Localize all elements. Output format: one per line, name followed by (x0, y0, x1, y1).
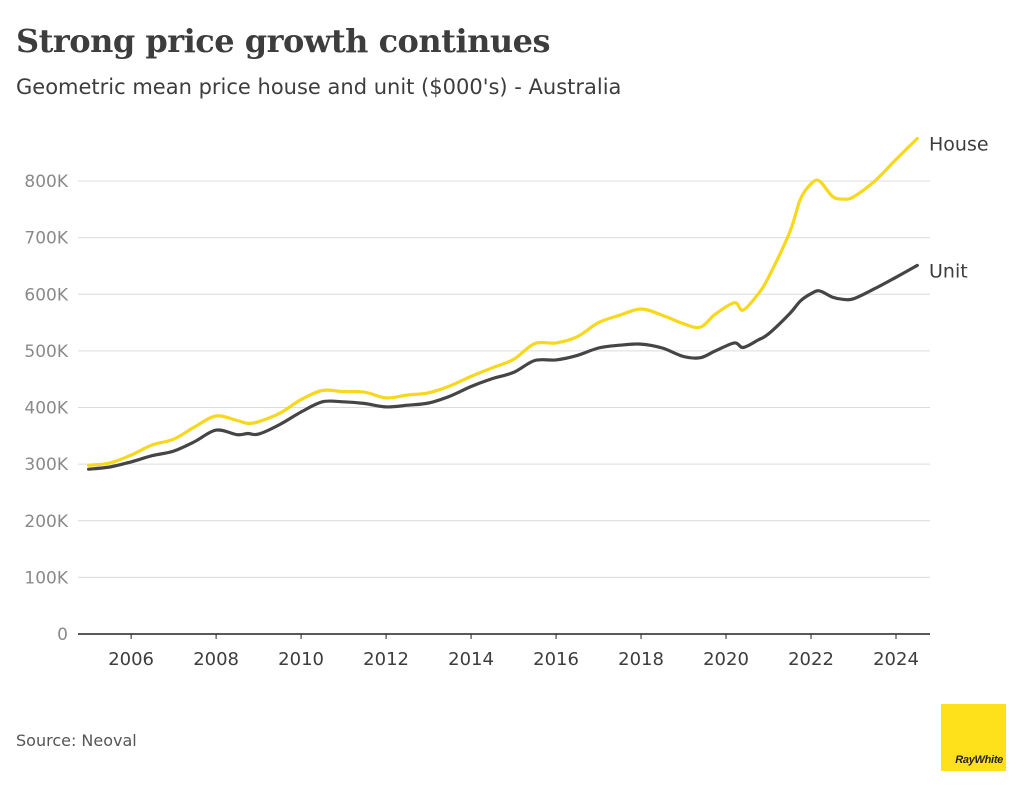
x-tick-label: 2018 (618, 649, 664, 670)
unit-series-line (87, 263, 919, 471)
y-tick-label: 500K (24, 342, 68, 362)
x-tick-label: 2012 (363, 649, 409, 670)
y-tick-label: 0 (57, 625, 68, 645)
source-note: Source: Neoval (16, 731, 137, 750)
y-tick-label: 300K (24, 455, 68, 475)
logo-text: RayWhite (955, 754, 1003, 766)
ray-white-logo: RayWhite (941, 704, 1006, 771)
x-tick-label: 2014 (448, 649, 494, 670)
y-tick-label: 200K (24, 512, 68, 532)
chart-title: Strong price growth continues (16, 22, 551, 60)
x-tick-label: 2016 (533, 649, 579, 670)
y-tick-label: 400K (24, 399, 68, 419)
house-series-label: House (929, 134, 989, 156)
x-tick-label: 2022 (788, 649, 834, 670)
x-tick-label: 2006 (108, 649, 154, 670)
chart-subtitle: Geometric mean price house and unit ($00… (16, 75, 622, 99)
y-tick-label: 100K (24, 568, 68, 588)
y-tick-label: 700K (24, 229, 68, 249)
x-tick-label: 2008 (193, 649, 239, 670)
x-tick-label: 2010 (278, 649, 324, 670)
x-tick-label: 2020 (703, 649, 749, 670)
y-tick-label: 600K (24, 285, 68, 305)
house-series-line (87, 136, 919, 467)
x-tick-label: 2024 (873, 649, 919, 670)
y-tick-label: 800K (24, 172, 68, 192)
unit-series-label: Unit (929, 260, 968, 282)
